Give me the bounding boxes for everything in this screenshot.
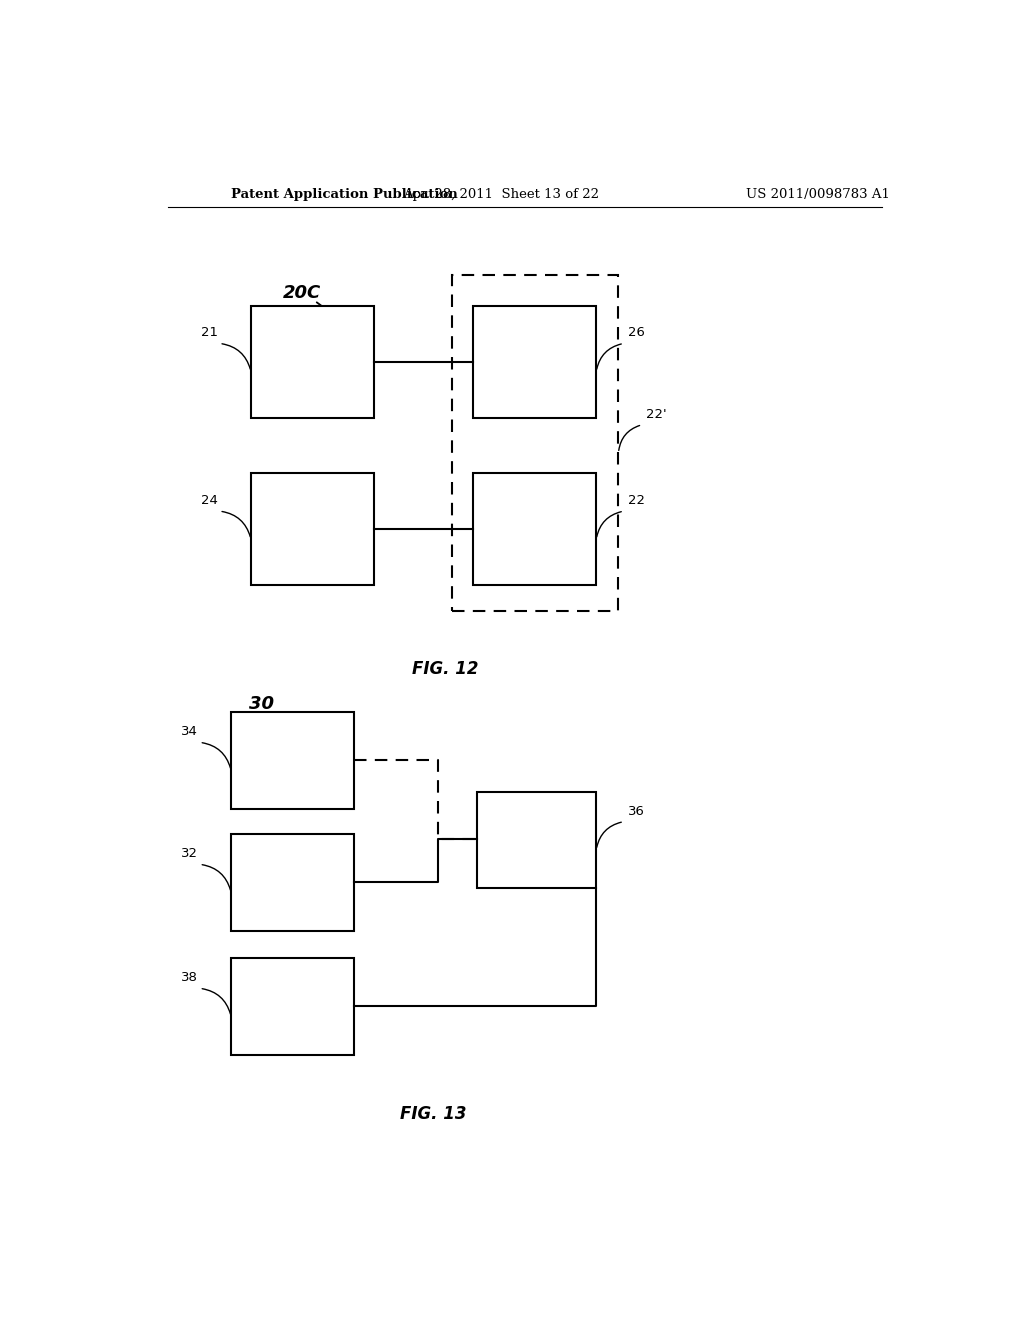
Text: 24: 24 xyxy=(201,494,218,507)
Bar xyxy=(251,306,374,417)
Text: 36: 36 xyxy=(628,804,645,817)
Bar xyxy=(251,474,374,585)
Bar xyxy=(231,713,354,809)
Text: 21: 21 xyxy=(201,326,218,339)
Text: 34: 34 xyxy=(181,725,198,738)
Bar xyxy=(473,474,596,585)
Text: 26: 26 xyxy=(628,326,645,339)
Text: US 2011/0098783 A1: US 2011/0098783 A1 xyxy=(746,189,891,202)
Text: 30: 30 xyxy=(249,696,273,713)
Bar xyxy=(231,958,354,1055)
Text: Apr. 28, 2011  Sheet 13 of 22: Apr. 28, 2011 Sheet 13 of 22 xyxy=(403,189,599,202)
Bar xyxy=(231,834,354,931)
Text: FIG. 12: FIG. 12 xyxy=(413,660,478,677)
Bar xyxy=(477,792,596,888)
Text: 22': 22' xyxy=(646,408,667,421)
Text: Patent Application Publication: Patent Application Publication xyxy=(231,189,458,202)
Bar xyxy=(452,276,618,611)
Text: 22: 22 xyxy=(628,494,645,507)
Bar xyxy=(473,306,596,417)
Text: 32: 32 xyxy=(181,847,198,861)
Text: 20C: 20C xyxy=(283,284,321,301)
Text: 38: 38 xyxy=(181,972,198,985)
Text: FIG. 13: FIG. 13 xyxy=(400,1105,467,1123)
